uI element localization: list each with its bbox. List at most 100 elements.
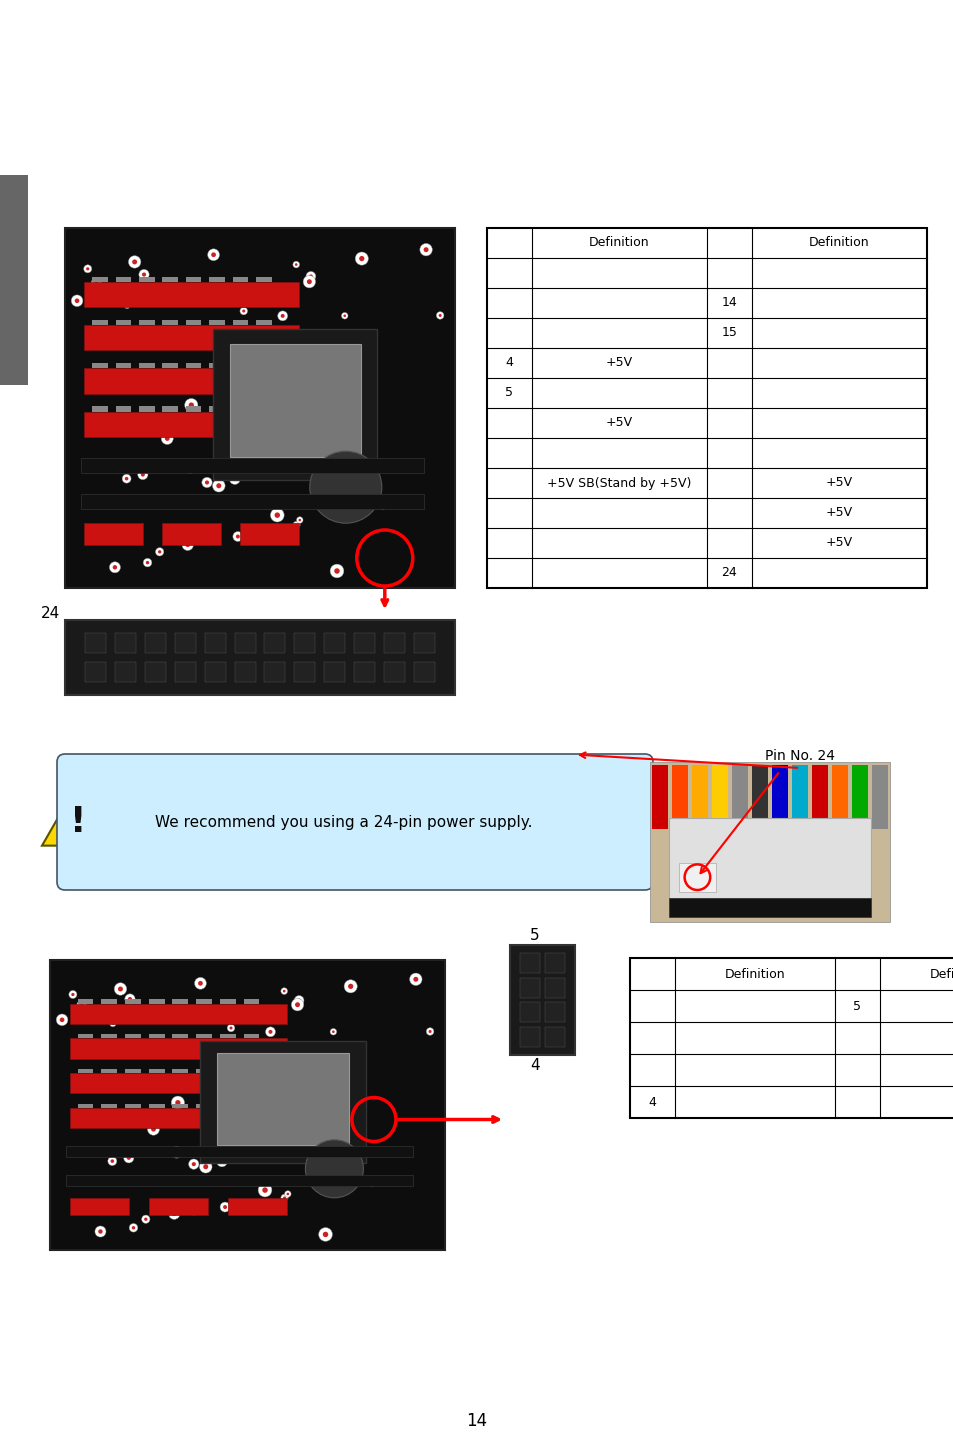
- Bar: [791, 765, 807, 829]
- Bar: [671, 765, 687, 829]
- Circle shape: [151, 1127, 155, 1131]
- Bar: [519, 1027, 539, 1047]
- Bar: [519, 1002, 539, 1022]
- Bar: [510, 945, 575, 1056]
- Bar: [519, 977, 539, 998]
- Circle shape: [216, 484, 221, 488]
- Circle shape: [220, 1202, 230, 1212]
- Circle shape: [223, 1205, 227, 1210]
- Circle shape: [262, 373, 268, 380]
- Bar: [77, 1069, 93, 1073]
- Bar: [233, 319, 248, 325]
- Bar: [771, 765, 787, 829]
- Circle shape: [280, 987, 287, 995]
- Circle shape: [303, 276, 315, 287]
- Circle shape: [175, 1101, 180, 1105]
- Bar: [679, 862, 715, 892]
- Text: Definition: Definition: [589, 237, 649, 250]
- Text: Definition: Definition: [724, 967, 784, 980]
- Circle shape: [240, 308, 247, 315]
- Circle shape: [283, 1196, 286, 1199]
- Circle shape: [317, 470, 322, 473]
- Bar: [668, 897, 870, 918]
- Bar: [66, 1146, 413, 1157]
- Circle shape: [111, 1159, 114, 1163]
- Bar: [731, 765, 747, 829]
- Bar: [255, 276, 272, 282]
- Circle shape: [56, 1013, 68, 1025]
- Text: 24: 24: [720, 566, 737, 579]
- Bar: [145, 633, 166, 653]
- Text: 5: 5: [505, 386, 513, 399]
- Bar: [234, 633, 255, 653]
- Bar: [172, 1034, 188, 1038]
- Bar: [186, 276, 201, 282]
- Circle shape: [124, 302, 131, 309]
- Bar: [243, 1034, 259, 1038]
- Circle shape: [174, 1150, 179, 1154]
- Circle shape: [280, 1194, 288, 1201]
- Bar: [213, 328, 376, 481]
- Circle shape: [265, 430, 272, 436]
- Bar: [384, 662, 405, 682]
- Circle shape: [274, 513, 280, 518]
- Bar: [145, 662, 166, 682]
- Bar: [851, 765, 867, 829]
- Circle shape: [125, 476, 129, 481]
- Circle shape: [306, 1154, 310, 1157]
- Text: 14: 14: [720, 296, 737, 309]
- Bar: [139, 319, 154, 325]
- Bar: [651, 765, 667, 829]
- Circle shape: [116, 333, 122, 338]
- Bar: [149, 1198, 208, 1215]
- Bar: [811, 765, 827, 829]
- Circle shape: [91, 279, 102, 289]
- Circle shape: [94, 1225, 106, 1237]
- Bar: [205, 662, 225, 682]
- Text: Definition: Definition: [929, 967, 953, 980]
- Bar: [115, 276, 132, 282]
- Circle shape: [74, 299, 79, 303]
- Bar: [354, 662, 375, 682]
- Circle shape: [125, 993, 135, 1005]
- Circle shape: [102, 1045, 107, 1050]
- Circle shape: [86, 267, 90, 270]
- Circle shape: [208, 248, 219, 261]
- Circle shape: [192, 1162, 195, 1166]
- Bar: [162, 276, 178, 282]
- Circle shape: [201, 531, 213, 544]
- Bar: [172, 999, 188, 1003]
- Bar: [50, 960, 444, 1250]
- Circle shape: [298, 518, 301, 521]
- Bar: [77, 1034, 93, 1038]
- Circle shape: [129, 256, 141, 269]
- Circle shape: [426, 1028, 434, 1035]
- Bar: [186, 319, 201, 325]
- Circle shape: [293, 521, 300, 529]
- Bar: [101, 1069, 117, 1073]
- Bar: [115, 633, 135, 653]
- Text: Pin No. 24: Pin No. 24: [764, 749, 834, 762]
- Circle shape: [344, 980, 356, 993]
- Bar: [77, 1104, 93, 1108]
- Bar: [209, 407, 225, 411]
- Bar: [125, 999, 141, 1003]
- Bar: [92, 363, 108, 369]
- Circle shape: [79, 1003, 84, 1008]
- Text: +5V: +5V: [825, 507, 852, 520]
- Circle shape: [184, 462, 195, 473]
- Circle shape: [155, 547, 164, 556]
- Circle shape: [293, 1150, 294, 1151]
- Circle shape: [294, 524, 297, 527]
- Bar: [219, 1034, 235, 1038]
- Circle shape: [110, 1021, 116, 1027]
- Bar: [264, 662, 285, 682]
- Bar: [196, 1069, 212, 1073]
- Circle shape: [413, 977, 417, 982]
- Circle shape: [112, 1022, 114, 1025]
- Circle shape: [171, 1146, 182, 1159]
- Bar: [70, 1038, 287, 1059]
- Circle shape: [165, 436, 170, 441]
- Circle shape: [252, 1079, 253, 1082]
- Bar: [101, 1034, 117, 1038]
